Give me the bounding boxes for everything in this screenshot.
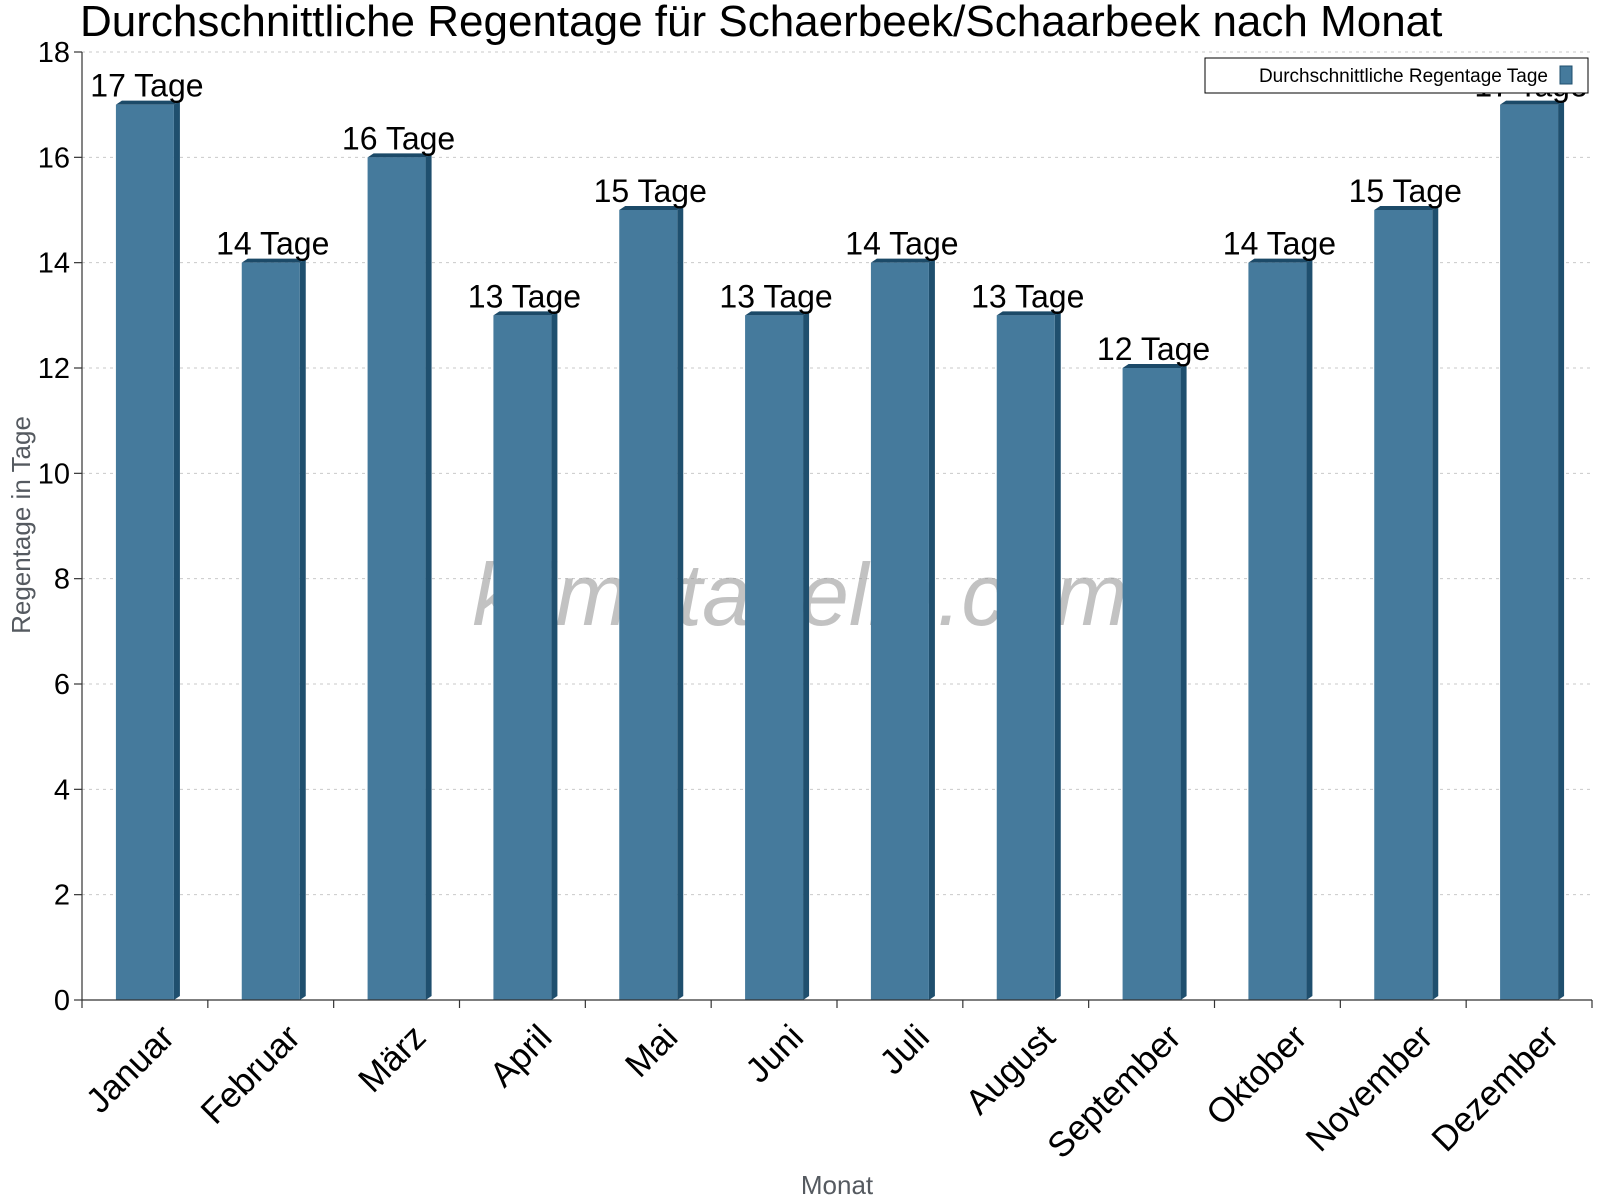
bar-top [115,100,180,105]
y-tick-label: 12 [38,353,70,385]
bar-top [745,311,810,316]
legend: Durchschnittliche Regentage Tage [1204,57,1589,94]
bar-top [870,258,935,263]
bar-side [928,258,935,1001]
y-tick-label: 14 [38,248,70,280]
bar-side [677,206,684,1000]
bar-data-label: 14 Tage [216,226,329,262]
bar-top [1248,258,1313,263]
bar-data-label: 16 Tage [342,120,455,156]
bar [870,258,935,1001]
bar-face [1248,262,1307,1001]
bar-data-label: 13 Tage [971,278,1084,314]
bar-data-label: 17 Tage [90,68,203,104]
bar-face [619,210,678,1000]
bar-top [493,311,558,316]
bar [367,153,432,1001]
x-axis-label: Monat [801,1170,874,1200]
bar-top [1500,100,1565,105]
bar-side [1054,311,1061,1000]
y-tick-label: 4 [54,774,70,806]
x-tick-label: Januar [79,1017,182,1120]
bar-side [551,311,558,1000]
bar [1500,100,1565,1000]
bar-data-label: 13 Tage [719,278,832,314]
y-tick-label: 10 [38,458,70,490]
y-tick-label: 8 [54,564,70,596]
bar [996,311,1061,1000]
bar-top [996,311,1061,316]
x-tick-label: September [1040,1017,1189,1166]
bar-side [1558,100,1565,1000]
chart-title: Durchschnittliche Regentage für Schaerbe… [80,0,1442,46]
bar-side [425,153,432,1001]
bar-face [1500,104,1559,1000]
bar-data-label: 13 Tage [468,278,581,314]
y-tick-label: 2 [54,880,70,912]
bar [1374,206,1439,1000]
bar-side [1432,206,1439,1000]
y-axis-label: Regentage in Tage [6,416,36,634]
x-tick-label: Juli [872,1017,937,1082]
bars [115,100,1565,1001]
x-tick-label: April [482,1017,559,1094]
y-tick-label: 18 [38,37,70,69]
bar-top [619,206,684,210]
bar-top [1374,206,1439,210]
x-tick-label: August [958,1017,1063,1122]
bar-face [367,157,426,1001]
x-tick-labels: Januar Februar März April Mai Juni Juli AugustS… [79,1017,1567,1166]
legend-swatch [1559,65,1573,85]
bar-face [745,315,804,1000]
bar-side [173,100,180,1000]
bar-face [1122,368,1181,1000]
bar [745,311,810,1000]
axes [74,51,1593,1008]
bar [1122,364,1187,1000]
bar-side [299,258,306,1001]
y-tick-label: 16 [38,142,70,174]
bar [1248,258,1313,1001]
bar [493,311,558,1000]
bar-face [1374,210,1433,1000]
bar [241,258,306,1001]
bar-top [1122,364,1187,368]
bar-side [1180,364,1187,1000]
x-tick-label: Mai [618,1017,685,1084]
bar-side [803,311,810,1000]
x-tick-label: Juni [738,1017,811,1090]
bar-data-label: 14 Tage [845,226,958,262]
bar-data-label: 14 Tage [1223,226,1336,262]
bar-top [367,153,432,158]
bar-data-label: 15 Tage [594,173,707,209]
data-labels: 17 Tage 14 Tage 16 Tage 13 Tage 15 Tage 13 Ta… [90,68,1587,367]
bar-face [241,262,300,1001]
y-tick-label: 0 [54,985,70,1017]
bar [619,206,684,1000]
x-tick-label: Februar [193,1017,307,1131]
y-tick-label: 6 [54,669,70,701]
legend-box [1204,57,1589,94]
bar-side [1306,258,1313,1001]
x-tick-label: November [1298,1017,1440,1159]
x-tick-label: Oktober [1199,1017,1315,1133]
y-tick-labels: 0 2 4 6 8 10 12 14 16 18 [38,37,70,1017]
bar-face [870,262,929,1001]
x-tick-label: Dezember [1424,1017,1566,1159]
bar [115,100,180,1000]
bar-face [115,104,174,1000]
x-tick-label: März [351,1017,434,1100]
bar-data-label: 15 Tage [1349,173,1462,209]
bar-top [241,258,306,263]
bar-data-label: 12 Tage [1097,331,1210,367]
legend-series-name: Durchschnittliche Regentage Tage [1259,66,1548,87]
bar-face [996,315,1055,1000]
bar-face [493,315,552,1000]
